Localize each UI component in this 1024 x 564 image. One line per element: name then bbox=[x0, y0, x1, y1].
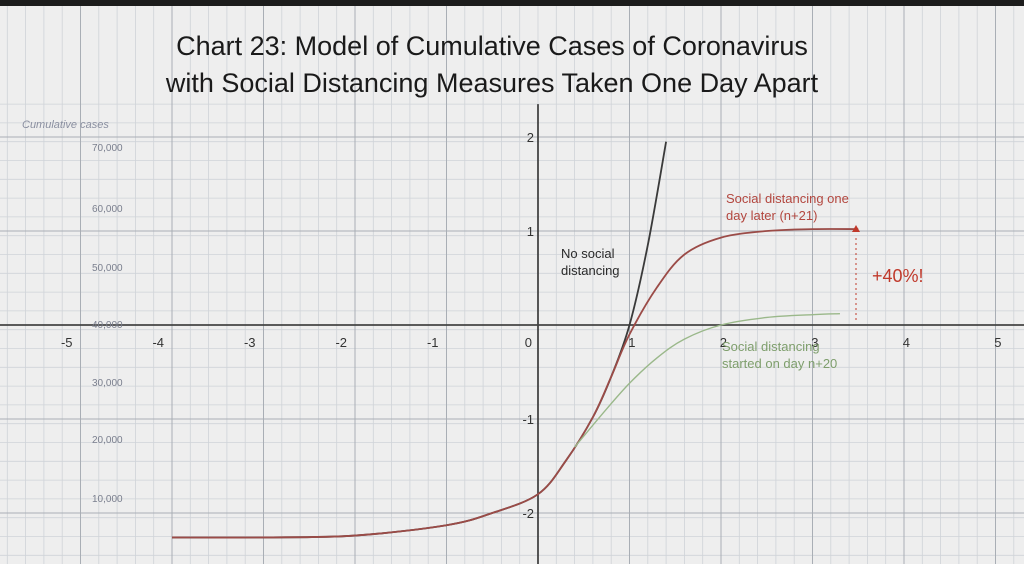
chart-paper: 70,000 60,000 50,000 40,000 30,000 20,000 10,0… bbox=[0, 6, 1024, 564]
chart-svg: 70,000 60,000 50,000 40,000 30,000 20,000 10,0… bbox=[0, 6, 1024, 564]
y-tick-label: 60,000 bbox=[92, 204, 123, 215]
annotations: No social distancing Social distancing one… bbox=[561, 191, 924, 371]
grid-x-tick-label: 0 bbox=[525, 335, 532, 350]
grid-x-tick-label: -5 bbox=[61, 335, 73, 350]
chart-title-line-1: Chart 23: Model of Cumulative Cases of C… bbox=[176, 31, 808, 61]
y-axis-label: Cumulative cases bbox=[22, 119, 109, 131]
series-line-3 bbox=[574, 313, 840, 448]
grid-x-tick-labels: -5 -4 -3 -2 -1 0 1 2 3 4 5 bbox=[61, 335, 1002, 350]
y-tick-label: 20,000 bbox=[92, 435, 123, 446]
grid-x-tick-label: -4 bbox=[152, 335, 164, 350]
grid-y-tick-label: -1 bbox=[522, 412, 534, 427]
y-tick-label: 30,000 bbox=[92, 378, 123, 389]
grid-x-tick-label: 5 bbox=[994, 335, 1001, 350]
major-grid bbox=[0, 6, 1024, 564]
annotation-3-line: Social distancing bbox=[722, 339, 820, 354]
grid-x-tick-label: 2 bbox=[720, 335, 727, 350]
grid-x-tick-label: -2 bbox=[335, 335, 347, 350]
grid-y-tick-label: 2 bbox=[527, 130, 534, 145]
axes bbox=[0, 104, 1024, 564]
annotation-2-line: day later (n+21) bbox=[726, 208, 817, 223]
y-tick-label: 50,000 bbox=[92, 263, 123, 274]
y-tick-label: 70,000 bbox=[92, 143, 123, 154]
plus-40-arrow bbox=[852, 225, 860, 232]
grid-x-tick-label: 3 bbox=[811, 335, 818, 350]
annotation-1-line: distancing bbox=[561, 263, 620, 278]
chart-title-line-2: with Social Distancing Measures Taken On… bbox=[165, 68, 819, 98]
annotation-2-line: Social distancing one bbox=[726, 191, 849, 206]
annotation-4-line: +40%! bbox=[872, 266, 924, 286]
grid-x-tick-label: 1 bbox=[628, 335, 635, 350]
grid-y-tick-label: -2 bbox=[522, 506, 534, 521]
y-tick-label: 10,000 bbox=[92, 494, 123, 505]
grid-x-tick-label: -3 bbox=[244, 335, 256, 350]
annotation-3-line: started on day n+20 bbox=[722, 356, 837, 371]
series-line-2 bbox=[171, 228, 859, 539]
series-lines bbox=[171, 141, 859, 539]
grid-x-tick-label: -1 bbox=[427, 335, 439, 350]
grid-y-tick-labels: 2 1 -1 -2 bbox=[522, 130, 534, 521]
grid-y-tick-label: 1 bbox=[527, 224, 534, 239]
y-tick-label: 40,000 bbox=[92, 320, 123, 331]
annotation-1-line: No social bbox=[561, 246, 615, 261]
y-tick-labels: 70,000 60,000 50,000 40,000 30,000 20,000 10,0… bbox=[92, 143, 123, 505]
grid-x-tick-label: 4 bbox=[903, 335, 910, 350]
minor-grid bbox=[0, 6, 1024, 564]
